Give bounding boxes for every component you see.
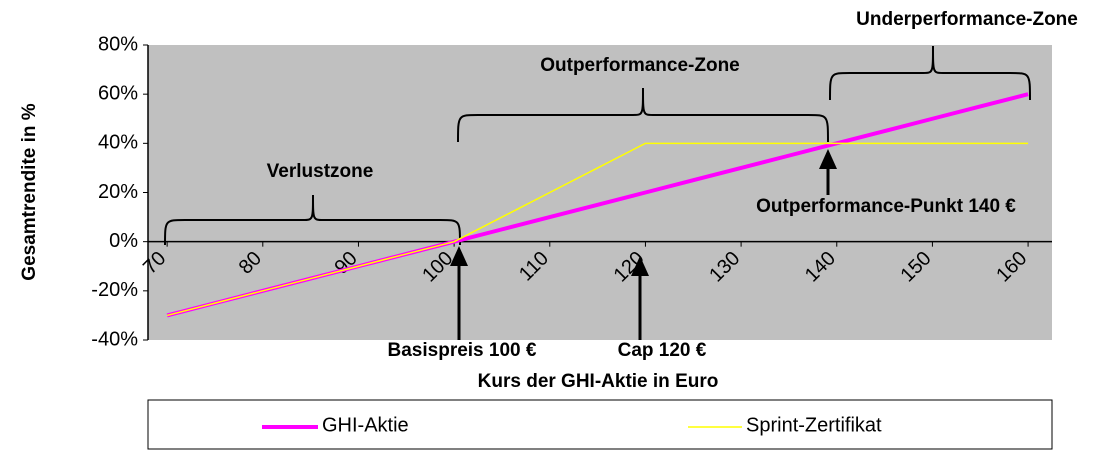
annotation: Cap 120 € bbox=[618, 340, 707, 361]
y-axis-title: Gesamtrendite in % bbox=[19, 103, 40, 280]
y-tick-label: -20% bbox=[91, 279, 138, 301]
y-tick-label: -40% bbox=[91, 328, 138, 350]
arrow-head bbox=[631, 256, 649, 276]
legend-label: Sprint-Zertifikat bbox=[746, 414, 882, 436]
y-tick-label: 20% bbox=[98, 181, 138, 203]
annotation: Outperformance-Punkt 140 € bbox=[756, 196, 1016, 217]
y-tick-label: 80% bbox=[98, 33, 138, 55]
legend bbox=[147, 399, 1053, 450]
arrow-head bbox=[819, 149, 837, 169]
brace bbox=[164, 194, 461, 246]
y-tick-label: 60% bbox=[98, 82, 138, 104]
legend-label: GHI-Aktie bbox=[322, 414, 409, 436]
annotation: Underperformance-Zone bbox=[856, 9, 1078, 30]
annotation: Basispreis 100 € bbox=[388, 340, 537, 361]
x-axis-title: Kurs der GHI-Aktie in Euro bbox=[478, 371, 719, 392]
annotation: Verlustzone bbox=[267, 161, 374, 182]
annotation: Outperformance-Zone bbox=[540, 55, 740, 76]
arrows bbox=[450, 149, 837, 340]
brace bbox=[457, 87, 829, 143]
series-line bbox=[166, 142, 1029, 317]
plot-area bbox=[148, 45, 1052, 340]
arrow-head bbox=[450, 246, 468, 266]
y-tick-label: 40% bbox=[98, 132, 138, 154]
y-tick-label: 0% bbox=[109, 230, 138, 252]
brace bbox=[829, 45, 1031, 101]
